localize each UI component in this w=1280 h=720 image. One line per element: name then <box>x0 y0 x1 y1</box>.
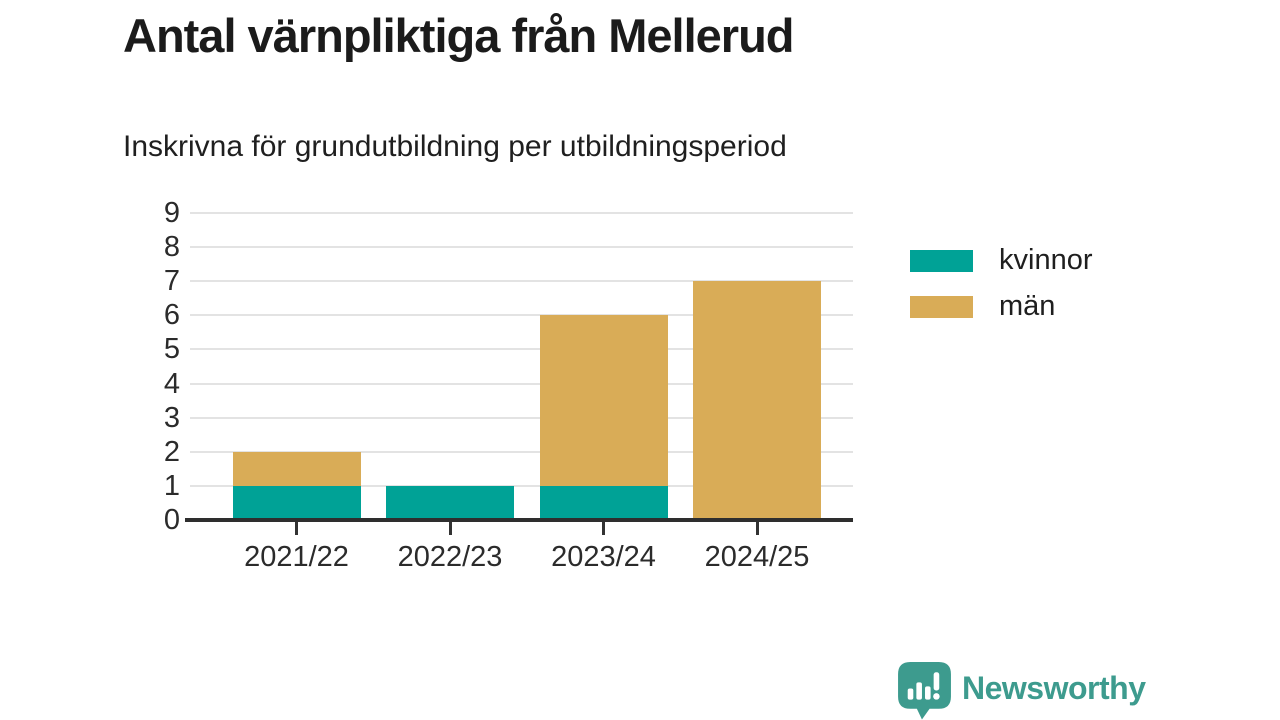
bar-group-2022/23 <box>386 213 514 520</box>
bar-segment-män <box>232 451 361 486</box>
legend-label: kvinnor <box>999 244 1093 276</box>
legend-item-kvinnor: kvinnor <box>910 244 1093 276</box>
plot-area <box>185 212 853 522</box>
legend: kvinnor män <box>910 244 1093 341</box>
y-axis-label: 2 <box>163 435 180 468</box>
gridline <box>190 246 853 249</box>
x-axis-label: 2021/22 <box>244 541 349 573</box>
y-axis-label: 3 <box>163 401 180 434</box>
y-axis-label: 9 <box>163 197 180 229</box>
x-tick-mark <box>448 522 452 535</box>
bar-group-2021/22 <box>232 213 361 520</box>
x-axis-label: 2022/23 <box>397 541 503 573</box>
gridline <box>190 382 853 385</box>
chart-subtitle: Inskrivna för grundutbildning per utbild… <box>123 130 787 163</box>
bar-segment-kvinnor <box>386 485 514 520</box>
y-axis-label: 0 <box>163 504 180 536</box>
newsworthy-logo-text: Newsworthy <box>962 670 1146 706</box>
gridline <box>190 450 853 453</box>
x-tick-mark <box>602 522 605 535</box>
y-axis-label: 1 <box>163 469 180 502</box>
legend-item-män: män <box>910 290 1093 322</box>
y-axis-label: 6 <box>163 299 180 332</box>
bar-segment-män <box>539 315 668 486</box>
bar-group-2024/25 <box>693 213 821 520</box>
bar-group-2023/24 <box>539 213 668 520</box>
x-axis-line <box>185 518 853 522</box>
x-axis-label: 2024/25 <box>704 541 810 573</box>
chart-title: Antal värnpliktiga från Mellerud <box>123 9 795 62</box>
newsworthy-logo: Newsworthy <box>897 661 1146 720</box>
x-tick-mark <box>755 522 759 535</box>
gridline <box>190 212 853 214</box>
gridline <box>190 280 853 283</box>
y-axis-label: 5 <box>163 333 180 366</box>
gridline <box>190 314 853 317</box>
legend-swatch <box>910 249 973 272</box>
legend-swatch <box>910 295 973 318</box>
x-axis-label: 2023/24 <box>551 541 656 573</box>
x-tick-mark <box>295 522 298 535</box>
gridline <box>190 348 853 351</box>
bar-segment-kvinnor <box>539 485 668 520</box>
bar-segment-kvinnor <box>232 485 361 520</box>
gridline <box>190 416 853 419</box>
bar-segment-män <box>693 281 821 520</box>
y-axis-label: 7 <box>163 265 180 298</box>
legend-label: män <box>999 290 1056 322</box>
y-axis-label: 4 <box>163 367 180 400</box>
gridline <box>190 484 853 487</box>
newsworthy-speech-bubble-bar-chart-icon <box>898 662 951 720</box>
y-axis-label: 8 <box>163 231 180 264</box>
